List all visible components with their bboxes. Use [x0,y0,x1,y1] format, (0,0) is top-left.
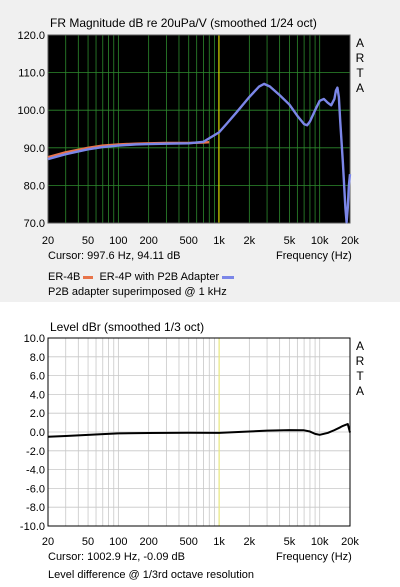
legend-entry-er4b: ER-4B [48,271,99,283]
y-tick-label: 70.0 [24,218,45,230]
x-tick-label: 1k [213,235,225,247]
bottom-x-axis-label: Frequency (Hz) [276,551,352,563]
top-chart-panel: FR Magnitude dB re 20uPa/V (smoothed 1/2… [0,0,400,302]
bottom-caption: Level difference @ 1/3rd octave resoluti… [48,569,255,581]
x-tick-label: 500 [180,536,198,548]
y-tick-label: -2.0 [26,446,45,458]
top-cursor-readout: Cursor: 997.6 Hz, 94.11 dB [48,250,181,262]
top-x-axis-label: Frequency (Hz) [276,250,352,262]
chart-title: FR Magnitude dB re 20uPa/V (smoothed 1/2… [50,16,317,30]
series-line-1 [47,82,352,224]
series-line-0 [47,423,351,438]
watermark-letter: A [356,384,364,398]
x-tick-label: 50 [82,536,94,548]
x-tick-label: 50 [82,235,94,247]
top-caption: P2B adapter superimposed @ 1 kHz [48,286,227,298]
watermark-letter: T [356,66,364,80]
x-tick-label: 5k [284,536,296,548]
y-tick-label: 80.0 [24,180,45,192]
legend-swatch-er4p [222,275,235,279]
x-tick-label: 100 [109,536,127,548]
y-tick-label: 110.0 [18,68,45,80]
y-tick-label: -8.0 [26,502,45,514]
x-tick-label: 20k [341,536,359,548]
y-tick-label: 100.0 [17,105,45,117]
y-tick-label: 90.0 [24,143,45,155]
x-tick-label: 500 [180,235,198,247]
x-tick-label: 2k [244,235,256,247]
plot-area [48,35,350,223]
x-tick-label: 10k [311,235,329,247]
y-tick-label: -4.0 [26,465,45,477]
legend-swatch-er4b [83,275,94,279]
watermark-letter: A [356,36,364,50]
y-tick-label: 10.0 [24,333,45,345]
y-tick-label: 2.0 [30,408,45,420]
legend-label-er4b: ER-4B [48,271,81,283]
legend: ER-4B ER-4P with P2B Adapter [48,271,237,283]
watermark-letter: R [356,51,365,65]
x-tick-label: 20 [42,235,54,247]
x-tick-label: 2k [244,536,256,548]
y-tick-label: 8.0 [30,352,45,364]
x-tick-label: 10k [311,536,329,548]
level-difference-chart: Level dBr (smoothed 1/3 oct) 10.0 8.0 6.0 4.… [20,320,365,548]
x-tick-label: 100 [109,235,127,247]
x-tick-label: 20k [341,235,359,247]
bottom-cursor-readout: Cursor: 1002.9 Hz, -0.09 dB [48,551,185,563]
watermark-letter: A [356,81,364,95]
bottom-chart-panel: Level dBr (smoothed 1/3 oct) 10.0 8.0 6.0 4.… [0,310,400,587]
watermark-letter: A [356,339,364,353]
y-tick-label: -6.0 [26,483,45,495]
watermark-letter: T [356,369,364,383]
plot-frame [47,34,351,224]
frequency-response-chart: FR Magnitude dB re 20uPa/V (smoothed 1/2… [17,16,365,247]
y-tick-label: 6.0 [30,371,45,383]
legend-label-er4p: ER-4P with P2B Adapter [99,271,220,283]
legend-entry-er4p: ER-4P with P2B Adapter [99,271,237,283]
watermark-letter: R [356,354,365,368]
x-tick-label: 20 [42,536,54,548]
x-tick-label: 5k [284,235,296,247]
y-tick-label: -10.0 [20,521,45,533]
chart-title: Level dBr (smoothed 1/3 oct) [50,320,204,334]
x-tick-label: 200 [139,235,157,247]
y-tick-label: 0.0 [30,427,45,439]
x-tick-label: 200 [139,536,157,548]
y-tick-label: 120.0 [17,30,45,42]
x-tick-label: 1k [213,536,225,548]
y-tick-label: 4.0 [30,389,45,401]
